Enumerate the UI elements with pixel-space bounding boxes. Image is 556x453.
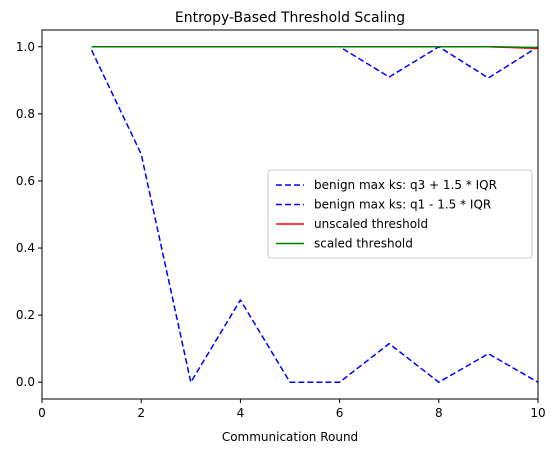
y-tick-label: 0.2 [16,308,35,322]
x-tick-label: 0 [38,406,46,420]
legend-label-2: benign max ks: q1 - 1.5 * IQR [314,198,491,212]
y-tick-label: 0.6 [16,174,35,188]
x-axis: 0 2 4 6 8 10 [38,399,546,420]
plot-frame [41,29,539,400]
x-tick-label: 6 [336,406,344,420]
y-tick-label: 0.0 [16,375,35,389]
x-tick-label: 4 [237,406,245,420]
chart-title: Entropy-Based Threshold Scaling [175,10,405,26]
legend-label-4: scaled threshold [314,237,413,251]
x-tick-label: 10 [530,406,545,420]
x-tick-label: 8 [435,406,443,420]
y-tick-label: 0.4 [16,241,35,255]
legend-label-3: unscaled threshold [314,217,428,231]
y-tick-label: 1.0 [16,40,35,54]
legend: benign max ks: q3 + 1.5 * IQR benign max … [267,169,533,259]
x-axis-label: Communication Round [222,430,358,444]
series-line-4 [91,46,539,49]
x-tick-label: 2 [137,406,145,420]
series-line-1 [91,46,539,79]
legend-box [267,169,533,259]
legend-label-1: benign max ks: q3 + 1.5 * IQR [314,178,497,192]
plot-lines [90,46,539,383]
y-axis: 0.0 0.2 0.4 0.6 0.8 1.0 [16,40,42,389]
y-tick-label: 0.8 [16,107,35,121]
legend-items: benign max ks: q3 + 1.5 * IQR benign max … [276,178,497,251]
